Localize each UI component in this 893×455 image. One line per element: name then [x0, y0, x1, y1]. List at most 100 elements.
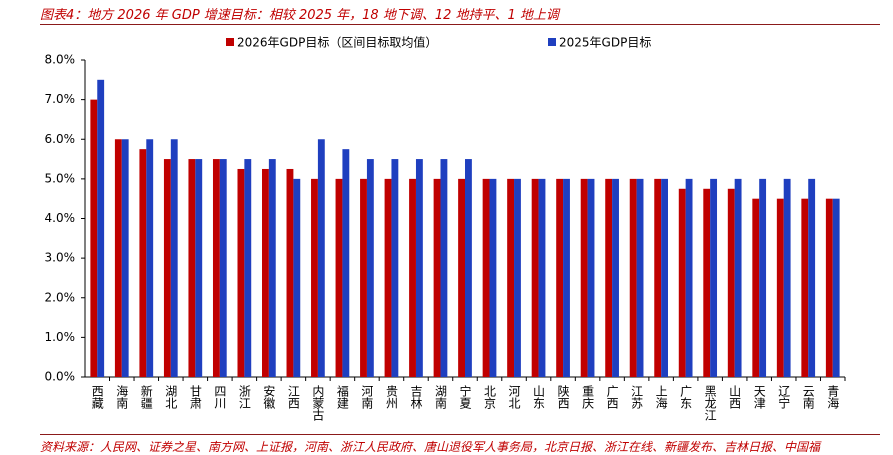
bar	[121, 139, 129, 377]
x-tick-label: 甘肃	[188, 385, 202, 410]
x-tick-label: 广西	[605, 385, 619, 409]
bar	[90, 99, 98, 377]
bar	[237, 168, 245, 377]
bar	[832, 198, 840, 377]
x-tick-label: 内蒙古	[311, 385, 325, 421]
x-tick-label: 陕西	[556, 384, 570, 409]
bar	[482, 178, 490, 377]
bar	[409, 178, 416, 377]
y-tick-label: 5.0%	[45, 171, 76, 185]
y-tick-label: 0.0%	[45, 370, 76, 384]
x-tick-label: 河南	[360, 385, 374, 409]
x-tick-label: 黑龙江	[703, 385, 717, 421]
x-tick-label: 辽宁	[777, 385, 791, 409]
x-tick-label: 海南	[115, 384, 129, 409]
x-tick-label: 福建	[335, 384, 349, 410]
bar	[587, 178, 595, 377]
bar	[219, 159, 227, 377]
bar	[783, 178, 791, 377]
title-rule	[40, 24, 880, 25]
y-tick-label: 6.0%	[45, 132, 76, 146]
bar	[727, 188, 735, 377]
bar	[360, 178, 367, 377]
x-tick-label: 吉林	[409, 385, 423, 409]
bar	[654, 178, 662, 377]
bar	[685, 178, 693, 377]
bar	[440, 159, 448, 377]
x-tick-label: 山东	[532, 385, 546, 409]
x-tick-label: 湖南	[433, 384, 447, 409]
x-tick-label: 重庆	[581, 385, 595, 409]
bar	[776, 198, 784, 377]
x-tick-label: 四川	[213, 385, 227, 409]
bar	[212, 159, 220, 377]
bar	[801, 198, 809, 377]
legend-swatch	[548, 38, 556, 46]
chart-title: 图表4：地方 2026 年 GDP 增速目标：相较 2025 年，18 地下调、…	[40, 8, 559, 23]
bar	[384, 178, 392, 377]
bar	[629, 178, 637, 377]
bar	[825, 198, 833, 377]
x-tick-label: 浙江	[237, 385, 251, 409]
bar	[605, 178, 613, 377]
bar	[507, 178, 515, 377]
bar	[114, 139, 122, 377]
bar	[538, 178, 546, 377]
bar	[433, 178, 441, 377]
x-tick-label: 新疆	[139, 384, 153, 409]
bar	[759, 178, 767, 377]
x-tick-label: 江苏	[630, 385, 644, 409]
x-tick-label: 天津	[752, 385, 766, 409]
x-tick-label: 贵州	[384, 385, 398, 409]
x-tick-label: 青海	[826, 385, 840, 409]
bar	[391, 159, 399, 377]
y-tick-label: 7.0%	[45, 92, 76, 106]
bar	[97, 79, 105, 377]
y-tick-label: 8.0%	[45, 53, 76, 67]
bar	[580, 178, 588, 377]
x-tick-label: 江西	[286, 385, 300, 409]
x-tick-label: 湖北	[164, 384, 178, 410]
bar	[195, 159, 203, 377]
bar	[335, 178, 343, 377]
x-tick-label: 河北	[507, 385, 521, 410]
bar	[163, 159, 171, 377]
bar	[244, 159, 252, 377]
x-tick-label: 上海	[654, 385, 668, 409]
bar	[415, 159, 423, 377]
legend-label: 2025年GDP目标	[559, 36, 651, 50]
x-tick-label: 北京	[483, 385, 497, 410]
bar	[563, 178, 570, 377]
bar	[703, 188, 711, 377]
legend-label: 2026年GDP目标（区间目标取均值）	[237, 35, 437, 50]
bar	[146, 139, 154, 377]
bar	[531, 178, 539, 377]
x-tick-label: 山西	[728, 385, 742, 409]
bar	[311, 178, 318, 377]
bar	[139, 149, 147, 377]
y-tick-label: 3.0%	[45, 251, 76, 265]
bar	[317, 139, 325, 377]
bar	[293, 178, 301, 377]
bar	[366, 159, 374, 377]
bar	[514, 178, 521, 377]
bar	[678, 188, 686, 377]
bar	[262, 168, 269, 377]
bar	[188, 159, 196, 377]
bar	[661, 178, 668, 377]
legend-swatch	[226, 38, 234, 46]
y-tick-label: 4.0%	[45, 211, 76, 225]
bar	[734, 178, 742, 377]
x-tick-label: 西藏	[90, 385, 104, 410]
x-tick-label: 宁夏	[458, 384, 472, 409]
bar	[489, 178, 497, 377]
x-tick-label: 安徽	[262, 384, 276, 409]
x-tick-label: 云南	[801, 385, 815, 409]
bar	[458, 178, 465, 377]
bar	[268, 159, 276, 377]
y-tick-label: 2.0%	[45, 290, 76, 304]
bar	[752, 198, 760, 377]
bar	[710, 178, 718, 377]
